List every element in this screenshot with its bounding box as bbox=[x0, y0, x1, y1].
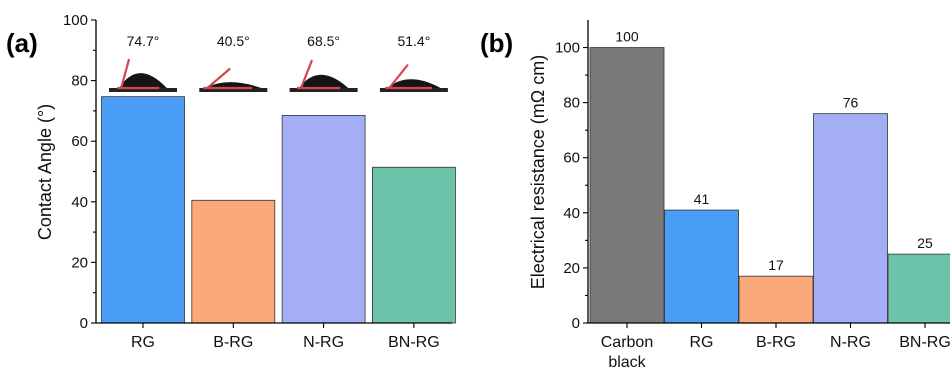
bar-rg bbox=[664, 209, 739, 324]
substrate bbox=[109, 88, 177, 92]
data-label: 41 bbox=[694, 191, 710, 207]
y-tick-label: 80 bbox=[563, 95, 580, 112]
tangent-line bbox=[206, 67, 231, 89]
data-label: 25 bbox=[917, 235, 933, 251]
bar-n-rg bbox=[813, 113, 888, 324]
x-category-label: RG bbox=[690, 334, 714, 351]
tangent-line bbox=[388, 63, 409, 89]
y-tick-label: 40 bbox=[563, 205, 580, 222]
tangent-line bbox=[299, 59, 314, 89]
bar-b-rg bbox=[738, 275, 814, 324]
data-label: 76 bbox=[843, 95, 859, 111]
bar-bn-rg bbox=[887, 253, 950, 324]
droplet-image bbox=[289, 59, 358, 92]
data-label: 40.5° bbox=[217, 33, 250, 49]
droplet-image bbox=[379, 63, 448, 92]
substrate bbox=[379, 88, 448, 92]
tangent-line bbox=[120, 58, 131, 89]
y-tick-label: 40 bbox=[71, 194, 88, 211]
x-category-label: BN-RG bbox=[899, 334, 950, 351]
y-tick-label: 0 bbox=[572, 315, 580, 332]
data-label: 17 bbox=[768, 257, 784, 273]
panel-label-a: (a) bbox=[6, 28, 38, 58]
contact-angle-chart: (a) Contact Angle (°) 0 20 40 60 80 100 RG B-R… bbox=[6, 12, 456, 351]
x-category-label: B-RG bbox=[213, 334, 253, 351]
x-category-label: B-RG bbox=[756, 334, 796, 351]
y-tick-label: 20 bbox=[563, 260, 580, 277]
droplet bbox=[205, 82, 262, 88]
y-tick-label: 60 bbox=[563, 150, 580, 167]
data-label: 51.4° bbox=[397, 33, 430, 49]
droplet-image bbox=[199, 67, 268, 92]
substrate bbox=[199, 88, 268, 92]
data-label: 68.5° bbox=[307, 33, 340, 49]
y-tick-label: 20 bbox=[71, 254, 88, 271]
y-tick-label: 100 bbox=[63, 12, 88, 29]
data-label: 100 bbox=[615, 29, 639, 45]
y-tick-label: 60 bbox=[71, 133, 88, 150]
x-category-label: RG bbox=[131, 334, 155, 351]
bar-carbon-black bbox=[589, 47, 665, 324]
bar-rg bbox=[101, 96, 185, 324]
droplet bbox=[299, 74, 349, 88]
x-category-label: N-RG bbox=[830, 334, 871, 351]
panel-label-b: (b) bbox=[480, 28, 513, 58]
y-tick-label: 80 bbox=[71, 73, 88, 90]
y-tick-label: 100 bbox=[555, 40, 580, 57]
substrate bbox=[289, 88, 358, 92]
bar-b-rg bbox=[191, 199, 276, 324]
electrical-resistance-chart: (b) Electrical resistance (mΩ cm) 0 20 40 6… bbox=[480, 20, 950, 371]
x-category-label: black bbox=[608, 354, 646, 371]
data-label: 74.7° bbox=[127, 33, 160, 49]
x-category-label: N-RG bbox=[303, 334, 344, 351]
x-category-label: Carbon bbox=[601, 334, 653, 351]
x-category-label: BN-RG bbox=[388, 334, 440, 351]
droplet-image bbox=[109, 58, 177, 92]
droplet bbox=[387, 79, 441, 88]
y-axis-label-a: Contact Angle (°) bbox=[35, 104, 55, 240]
y-axis-label-b: Electrical resistance (mΩ cm) bbox=[528, 55, 548, 290]
bar-n-rg bbox=[281, 115, 366, 324]
droplet bbox=[119, 73, 167, 88]
bar-bn-rg bbox=[371, 166, 456, 324]
y-tick-label: 0 bbox=[80, 315, 88, 332]
